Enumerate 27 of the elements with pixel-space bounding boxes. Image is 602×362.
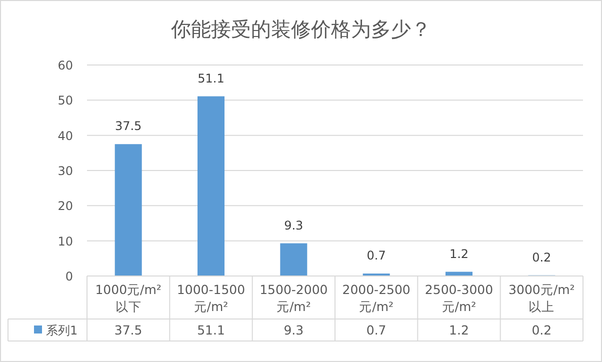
y-tick-label: 60 [58, 58, 73, 72]
x-tick-label: 1500-2000 元/m² [260, 282, 328, 314]
data-label: 0.7 [366, 248, 386, 263]
legend-label: 系列1 [46, 324, 78, 338]
text: 0.7 [366, 322, 386, 338]
data-label: 37.5 [114, 119, 142, 134]
data-label: 0.2 [532, 250, 552, 264]
y-tick-label: 40 [58, 128, 73, 143]
x-tick-label: 3000元/m² 以上 [508, 282, 575, 314]
text: 51.1 [197, 322, 225, 338]
x-tick-label: 1000元/m² 以下 [95, 282, 162, 314]
y-tick-label: 10 [58, 234, 73, 248]
y-tick-label: 50 [58, 94, 73, 108]
x-tick-label: 1000-1500 元/m² [176, 282, 246, 314]
x-tick-label: 2000-2500 元/m² [342, 282, 410, 314]
y-tick-label: 30 [58, 164, 73, 178]
text: 9.3 [284, 322, 304, 338]
y-tick-label: 0 [65, 270, 73, 284]
x-tick-label: 2500-3000 元/m² [424, 282, 494, 314]
text: 1.2 [449, 322, 469, 338]
y-tick-label: 20 [58, 199, 73, 214]
text: 37.5 [114, 322, 142, 338]
data-label: 9.3 [284, 218, 304, 232]
data-label: 51.1 [198, 71, 224, 86]
title: 你能接受的装修价格为多少？ [171, 17, 431, 41]
text: 0.2 [532, 322, 552, 338]
data-label: 1.2 [449, 246, 469, 261]
